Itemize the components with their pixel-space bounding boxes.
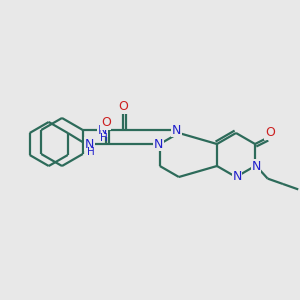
Text: N: N	[251, 160, 261, 172]
Text: H: H	[100, 133, 108, 143]
Text: N: N	[232, 170, 242, 184]
Text: N: N	[85, 137, 94, 151]
Text: N: N	[98, 124, 107, 136]
Text: O: O	[118, 100, 128, 113]
Text: O: O	[101, 116, 111, 130]
Text: N: N	[172, 124, 182, 136]
Text: N: N	[154, 137, 164, 151]
Text: H: H	[87, 147, 95, 157]
Text: O: O	[265, 127, 275, 140]
